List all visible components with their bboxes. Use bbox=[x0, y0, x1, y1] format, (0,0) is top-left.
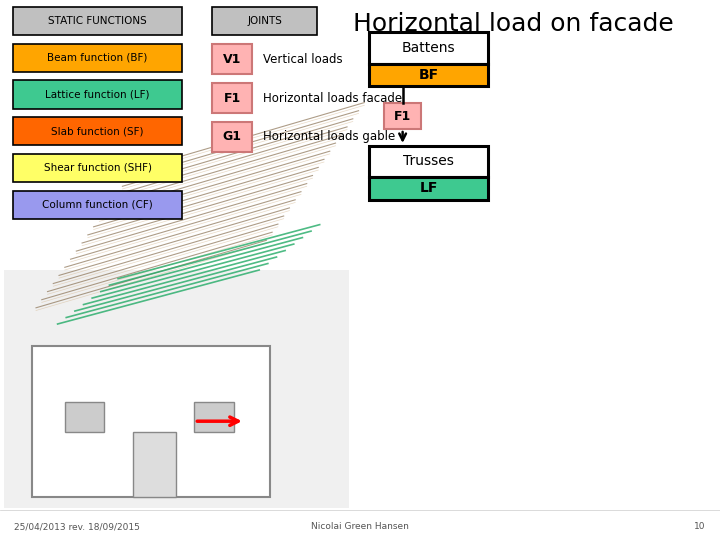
Text: Horizontal load on facade: Horizontal load on facade bbox=[353, 12, 673, 36]
FancyBboxPatch shape bbox=[13, 7, 182, 35]
Text: 25/04/2013 rev. 18/09/2015: 25/04/2013 rev. 18/09/2015 bbox=[14, 522, 140, 531]
FancyBboxPatch shape bbox=[212, 44, 252, 74]
Text: LF: LF bbox=[420, 181, 438, 195]
FancyBboxPatch shape bbox=[4, 270, 349, 508]
Text: Trusses: Trusses bbox=[403, 154, 454, 168]
FancyBboxPatch shape bbox=[13, 80, 182, 109]
FancyBboxPatch shape bbox=[13, 44, 182, 72]
Text: BF: BF bbox=[419, 68, 438, 82]
FancyBboxPatch shape bbox=[212, 83, 252, 113]
FancyBboxPatch shape bbox=[133, 432, 176, 497]
FancyBboxPatch shape bbox=[212, 7, 317, 35]
FancyBboxPatch shape bbox=[13, 154, 182, 182]
FancyBboxPatch shape bbox=[369, 64, 488, 86]
Text: Horizontal loads gable: Horizontal loads gable bbox=[263, 130, 395, 144]
FancyBboxPatch shape bbox=[194, 402, 234, 432]
Text: Shear function (SHF): Shear function (SHF) bbox=[43, 163, 152, 173]
FancyBboxPatch shape bbox=[369, 32, 488, 64]
Text: Column function (CF): Column function (CF) bbox=[42, 200, 153, 210]
FancyBboxPatch shape bbox=[13, 117, 182, 145]
Text: STATIC FUNCTIONS: STATIC FUNCTIONS bbox=[48, 16, 147, 26]
Text: Horizontal loads facade: Horizontal loads facade bbox=[263, 91, 402, 105]
Text: F1: F1 bbox=[224, 91, 240, 105]
Text: 10: 10 bbox=[694, 522, 706, 531]
FancyBboxPatch shape bbox=[369, 177, 488, 200]
FancyBboxPatch shape bbox=[369, 146, 488, 177]
Text: G1: G1 bbox=[222, 130, 242, 144]
Text: Vertical loads: Vertical loads bbox=[263, 52, 343, 66]
Text: Nicolai Green Hansen: Nicolai Green Hansen bbox=[311, 522, 409, 531]
FancyBboxPatch shape bbox=[384, 103, 421, 129]
FancyBboxPatch shape bbox=[32, 346, 270, 497]
Text: Slab function (SF): Slab function (SF) bbox=[51, 126, 144, 136]
Text: Battens: Battens bbox=[402, 41, 456, 55]
Text: F1: F1 bbox=[394, 110, 411, 123]
Text: Beam function (BF): Beam function (BF) bbox=[48, 53, 148, 63]
Text: Lattice function (LF): Lattice function (LF) bbox=[45, 90, 150, 99]
FancyBboxPatch shape bbox=[212, 122, 252, 152]
Text: V1: V1 bbox=[223, 52, 241, 66]
Text: JOINTS: JOINTS bbox=[247, 16, 282, 26]
FancyBboxPatch shape bbox=[13, 191, 182, 219]
FancyBboxPatch shape bbox=[65, 402, 104, 432]
